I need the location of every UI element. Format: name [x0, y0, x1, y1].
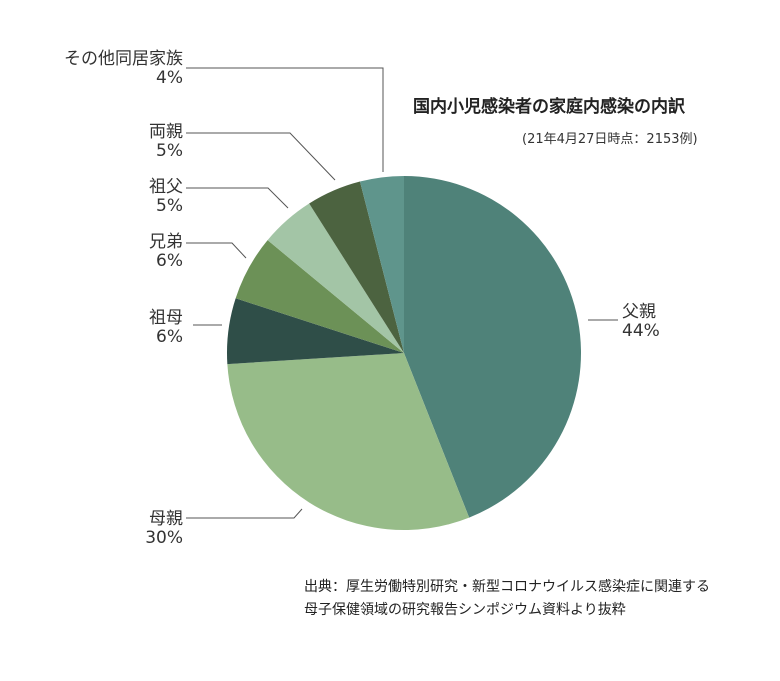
pie-slice-0 — [404, 176, 581, 518]
leader-line-both-parents — [186, 132, 336, 181]
slice-label-mother: 母親 30% — [13, 510, 183, 548]
leader-line-mother — [186, 508, 303, 519]
slice-label-siblings: 兄弟 6% — [13, 233, 183, 271]
slice-label-father: 父親 44% — [622, 303, 660, 341]
slice-label-grandfather: 祖父 5% — [13, 178, 183, 216]
pie-slice-6 — [359, 176, 404, 353]
leader-line-other — [186, 67, 384, 172]
chart-title: 国内小児感染者の家庭内感染の内訳 — [413, 97, 685, 117]
slice-percent: 30% — [145, 528, 183, 548]
slice-name: その他同居家族 — [64, 49, 183, 69]
slice-name: 両親 — [149, 122, 183, 142]
slice-label-other: その他同居家族 4% — [13, 50, 183, 88]
pie-slice-3 — [235, 240, 404, 353]
slice-name: 祖母 — [149, 308, 183, 328]
slice-percent: 44% — [622, 321, 660, 341]
slice-name: 祖父 — [149, 177, 183, 197]
slice-label-both-parents: 両親 5% — [13, 123, 183, 161]
pie-slice-1 — [227, 353, 470, 530]
leader-line-grandfather — [186, 187, 289, 209]
slice-percent: 6% — [156, 251, 183, 271]
slice-name: 父親 — [622, 302, 656, 322]
slice-percent: 6% — [156, 327, 183, 347]
slice-percent: 5% — [156, 141, 183, 161]
chart-subtitle: (21年4月27日時点：2153例) — [522, 132, 698, 147]
slice-percent: 4% — [156, 68, 183, 88]
source-note: 出典：厚生労働特別研究・新型コロナウイルス感染症に関連する 母子保健領域の研究報… — [304, 576, 710, 622]
leader-line-siblings — [186, 242, 247, 259]
pie-slice-5 — [309, 181, 404, 353]
slice-name: 母親 — [149, 509, 183, 529]
pie-slice-4 — [267, 203, 404, 353]
slice-percent: 5% — [156, 196, 183, 216]
slice-label-grandmother: 祖母 6% — [13, 309, 183, 347]
source-line-2: 母子保健領域の研究報告シンポジウム資料より抜粋 — [304, 602, 626, 618]
pie-slice-2 — [227, 298, 404, 365]
source-line-1: 出典：厚生労働特別研究・新型コロナウイルス感染症に関連する — [304, 579, 710, 595]
slice-name: 兄弟 — [149, 232, 183, 252]
